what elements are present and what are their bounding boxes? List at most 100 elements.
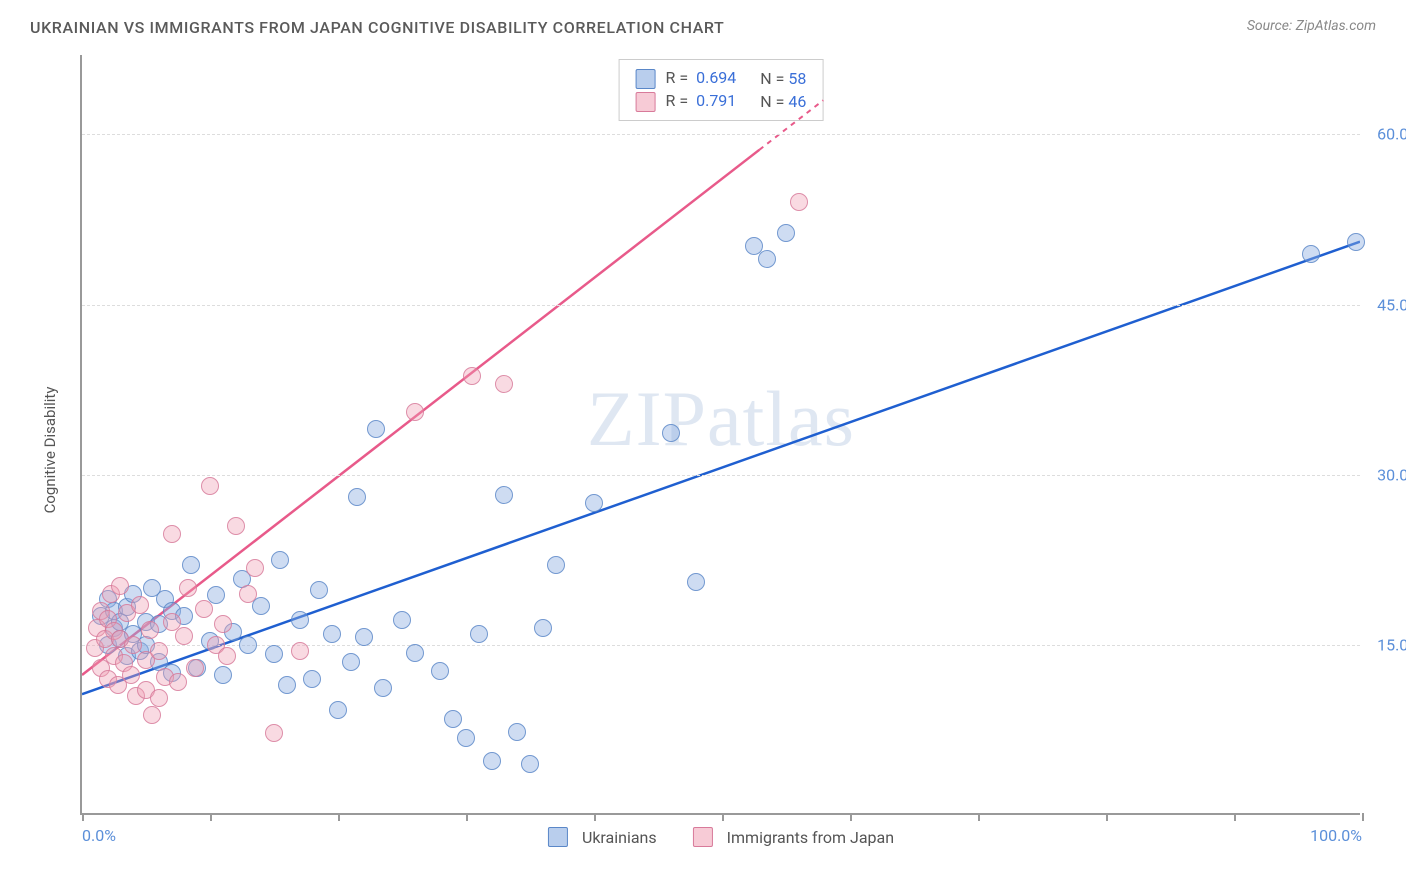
y-tick-label: 15.0% (1377, 635, 1406, 654)
data-point (329, 701, 347, 719)
data-point (214, 615, 232, 633)
data-point (508, 723, 526, 741)
legend-label-1: Immigrants from Japan (727, 828, 894, 847)
data-point (271, 551, 289, 569)
r-value-1: 0.791 (696, 91, 736, 110)
data-point (534, 619, 552, 637)
gridline-h (82, 305, 1360, 306)
data-point (457, 729, 475, 747)
data-point (239, 636, 257, 654)
chart-area: Cognitive Disability ZIPatlas R = 0.694 … (50, 55, 1370, 845)
data-point (444, 710, 462, 728)
legend-swatch-1 (693, 827, 713, 847)
legend-item-1: Immigrants from Japan (693, 827, 894, 847)
data-point (150, 689, 168, 707)
data-point (182, 556, 200, 574)
watermark: ZIPatlas (587, 374, 855, 464)
data-point (355, 628, 373, 646)
data-point (141, 621, 159, 639)
data-point (790, 193, 808, 211)
x-tick (82, 813, 84, 821)
data-point (195, 600, 213, 618)
data-point (463, 367, 481, 385)
data-point (214, 666, 232, 684)
data-point (111, 577, 129, 595)
series-legend: Ukrainians Immigrants from Japan (548, 827, 894, 847)
data-point (374, 679, 392, 697)
data-point (758, 250, 776, 268)
x-tick (466, 813, 468, 821)
trend-lines (82, 55, 1360, 813)
data-point (207, 586, 225, 604)
x-tick (1362, 813, 1364, 821)
data-point (470, 625, 488, 643)
legend-item-0: Ukrainians (548, 827, 657, 847)
plot-region: ZIPatlas R = 0.694 N = 58 R = 0.791 N = … (80, 55, 1360, 815)
source-label: Source: ZipAtlas.com (1247, 18, 1376, 34)
y-axis-label: Cognitive Disability (41, 387, 59, 514)
data-point (1347, 233, 1365, 251)
legend-swatch-0 (548, 827, 568, 847)
x-tick-label: 100.0% (1310, 826, 1362, 845)
data-point (124, 636, 142, 654)
x-tick (722, 813, 724, 821)
n-value-1: 46 (788, 92, 806, 111)
data-point (186, 659, 204, 677)
stats-row-1: R = 0.791 N = 46 (636, 91, 807, 112)
swatch-series-1 (636, 92, 656, 112)
data-point (521, 755, 539, 773)
gridline-h (82, 475, 1360, 476)
x-tick-label: 0.0% (82, 826, 116, 845)
data-point (431, 662, 449, 680)
swatch-series-0 (636, 69, 656, 89)
data-point (179, 579, 197, 597)
data-point (265, 724, 283, 742)
data-point (265, 645, 283, 663)
data-point (406, 403, 424, 421)
x-tick (210, 813, 212, 821)
data-point (367, 420, 385, 438)
data-point (122, 666, 140, 684)
x-tick (1106, 813, 1108, 821)
data-point (291, 611, 309, 629)
data-point (239, 585, 257, 603)
x-tick (1234, 813, 1236, 821)
stats-row-0: R = 0.694 N = 58 (636, 68, 807, 89)
data-point (310, 581, 328, 599)
x-tick (978, 813, 980, 821)
data-point (291, 642, 309, 660)
data-point (483, 752, 501, 770)
x-tick (338, 813, 340, 821)
n-value-0: 58 (788, 69, 806, 88)
data-point (585, 494, 603, 512)
data-point (342, 653, 360, 671)
x-tick (850, 813, 852, 821)
data-point (201, 477, 219, 495)
data-point (393, 611, 411, 629)
data-point (150, 642, 168, 660)
data-point (303, 670, 321, 688)
data-point (406, 644, 424, 662)
data-point (246, 559, 264, 577)
data-point (687, 573, 705, 591)
data-point (777, 224, 795, 242)
data-point (227, 517, 245, 535)
data-point (323, 625, 341, 643)
x-tick (594, 813, 596, 821)
gridline-h (82, 134, 1360, 135)
data-point (662, 424, 680, 442)
y-tick-label: 30.0% (1377, 465, 1406, 484)
legend-label-0: Ukrainians (582, 828, 657, 847)
data-point (218, 647, 236, 665)
data-point (175, 627, 193, 645)
data-point (495, 375, 513, 393)
r-value-0: 0.694 (696, 68, 736, 87)
data-point (278, 676, 296, 694)
data-point (1302, 245, 1320, 263)
data-point (163, 525, 181, 543)
data-point (131, 596, 149, 614)
data-point (169, 673, 187, 691)
stats-legend: R = 0.694 N = 58 R = 0.791 N = 46 (619, 59, 824, 121)
data-point (495, 486, 513, 504)
data-point (143, 706, 161, 724)
